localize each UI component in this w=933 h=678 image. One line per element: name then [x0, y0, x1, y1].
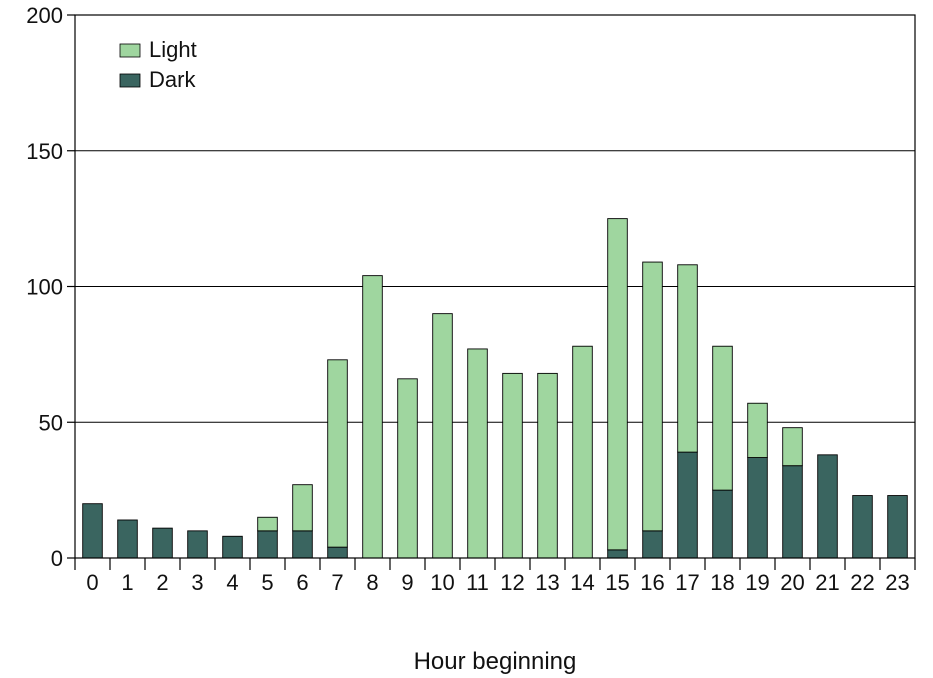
- x-tick-label: 7: [331, 570, 343, 595]
- x-tick-label: 1: [121, 570, 133, 595]
- x-tick-label: 20: [780, 570, 804, 595]
- x-tick-label: 18: [710, 570, 734, 595]
- bar-dark: [327, 546, 348, 559]
- x-tick-label: 0: [86, 570, 98, 595]
- bar-light: [397, 378, 418, 559]
- x-tick-label: 19: [745, 570, 769, 595]
- bar-dark: [782, 465, 803, 559]
- legend-label: Dark: [149, 67, 196, 92]
- bar-dark: [642, 530, 663, 559]
- bar-light: [712, 345, 733, 491]
- x-tick-label: 10: [430, 570, 454, 595]
- y-tick-label: 150: [26, 139, 63, 164]
- x-tick-label: 5: [261, 570, 273, 595]
- x-tick-label: 17: [675, 570, 699, 595]
- legend-swatch-light: [119, 43, 141, 58]
- y-tick-label: 200: [26, 3, 63, 28]
- x-axis-title: Hour beginning: [414, 648, 577, 675]
- y-tick-label: 0: [51, 546, 63, 571]
- bar-dark: [117, 519, 138, 559]
- x-tick-label: 9: [401, 570, 413, 595]
- gridlines: [75, 150, 915, 423]
- x-tick-label: 21: [815, 570, 839, 595]
- bar-light: [747, 402, 768, 458]
- bar-light: [502, 372, 523, 559]
- legend-swatch-dark: [119, 73, 141, 88]
- bar-light: [607, 218, 628, 551]
- bars: [82, 218, 908, 559]
- x-tick-label: 11: [466, 570, 489, 595]
- bar-light: [677, 264, 698, 453]
- bar-dark: [747, 457, 768, 559]
- bar-dark: [82, 503, 103, 559]
- bar-light: [292, 484, 313, 532]
- bar-dark: [852, 495, 873, 559]
- bar-light: [537, 372, 558, 559]
- x-tick-label: 6: [296, 570, 308, 595]
- bar-dark: [607, 549, 628, 559]
- bar-dark: [222, 535, 243, 559]
- y-tick-label: 100: [26, 275, 63, 300]
- x-tick-label: 8: [366, 570, 378, 595]
- bar-dark: [677, 451, 698, 559]
- bar-dark: [292, 530, 313, 559]
- bar-dark: [152, 527, 173, 559]
- bar-light: [257, 516, 278, 532]
- x-tick-label: 3: [191, 570, 203, 595]
- x-tick-label: 12: [500, 570, 524, 595]
- bar-dark: [887, 495, 908, 559]
- legend: Light Dark: [119, 37, 197, 92]
- x-tick-label: 23: [885, 570, 909, 595]
- bar-light: [572, 345, 593, 559]
- bar-dark: [817, 454, 838, 559]
- bar-light: [782, 427, 803, 467]
- bar-light: [432, 313, 453, 559]
- x-tick-label: 15: [605, 570, 629, 595]
- legend-label: Light: [149, 37, 197, 62]
- x-tick-label: 16: [640, 570, 664, 595]
- x-tick-label: 14: [570, 570, 594, 595]
- x-tick-label: 2: [156, 570, 168, 595]
- bar-dark: [257, 530, 278, 559]
- bar-dark: [187, 530, 208, 559]
- x-tick-label: 22: [850, 570, 874, 595]
- bar-light: [362, 275, 383, 559]
- x-tick-label: 13: [535, 570, 559, 595]
- x-tick-label: 4: [226, 570, 238, 595]
- y-tick-label: 50: [39, 410, 63, 435]
- bar-light: [467, 348, 488, 559]
- bar-light: [642, 261, 663, 532]
- bar-dark: [712, 489, 733, 559]
- bar-light: [327, 359, 348, 548]
